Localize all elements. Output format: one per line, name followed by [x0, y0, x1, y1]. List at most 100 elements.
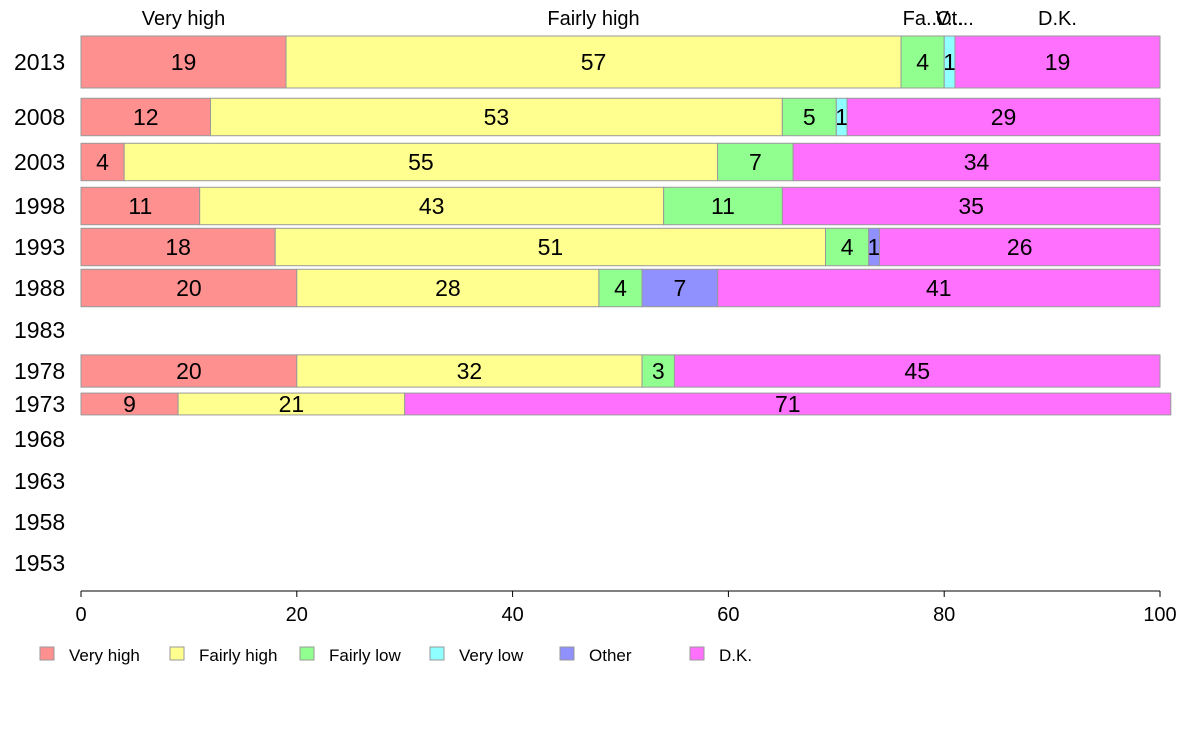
- data-label-1998-d-k: 35: [958, 193, 984, 219]
- data-label-1998-very-high: 11: [128, 193, 152, 219]
- bar-1993-fairly-low: [825, 227, 870, 267]
- bar-2003-d-k: [792, 142, 1161, 182]
- data-label-2003-fairly-high: 55: [408, 149, 434, 175]
- legend-label-other: Other: [589, 646, 632, 665]
- top-label-fairly-low: Fa...: [903, 8, 943, 30]
- bar-1993-fairly-high: [274, 227, 827, 267]
- year-label-1973: 1973: [14, 391, 65, 417]
- x-tick-label-40: 40: [501, 604, 523, 626]
- bar-1978-fairly-low: [641, 354, 675, 388]
- x-tick-label-80: 80: [933, 604, 955, 626]
- top-label-very-low: V...: [936, 8, 964, 30]
- bar-1978-very-high: [80, 354, 298, 388]
- legend: Very high Fairly high Fairly low Very low Ot…: [39, 646, 752, 665]
- data-label-1993-fairly-high: 51: [538, 234, 564, 260]
- year-label-2008: 2008: [14, 104, 65, 130]
- bar-2008-d-k: [846, 97, 1161, 137]
- top-category-labels: Very high Fairly high Fa...V...Ot... D.K.: [142, 8, 1077, 30]
- data-label-2008-fairly-high: 53: [484, 104, 510, 130]
- data-label-1988-fairly-low: 4: [614, 275, 627, 301]
- data-label-1973-d-k: 71: [775, 391, 801, 417]
- data-label-1973-fairly-high: 21: [279, 391, 305, 417]
- data-label-1978-very-high: 20: [176, 358, 202, 384]
- bar-2013-d-k: [954, 35, 1161, 89]
- year-label-2003: 2003: [14, 149, 65, 175]
- legend-swatch-other: [559, 646, 575, 661]
- legend-swatch-fairly-high: [169, 646, 185, 661]
- year-label-1963: 1963: [14, 468, 65, 494]
- data-label-1988-d-k: 41: [926, 275, 952, 301]
- top-label-fairly-high: Fairly high: [547, 8, 639, 30]
- data-label-1988-fairly-high: 28: [435, 275, 461, 301]
- bar-1988-fairly-low: [598, 268, 643, 308]
- top-label-d-k: D.K.: [1038, 8, 1077, 30]
- data-label-1993-very-high: 18: [165, 234, 191, 260]
- data-label-2013-fairly-high: 57: [581, 49, 607, 75]
- x-tick-label-60: 60: [717, 604, 739, 626]
- legend-label-very-high: Very high: [69, 646, 140, 665]
- legend-swatch-d-k: [689, 646, 705, 661]
- bar-2013-very-high: [80, 35, 287, 89]
- data-label-1978-d-k: 45: [904, 358, 930, 384]
- data-label-1993-fairly-low: 4: [841, 234, 854, 260]
- legend-label-d-k: D.K.: [719, 646, 752, 665]
- x-tick-label-0: 0: [75, 604, 86, 626]
- data-label-1978-fairly-low: 3: [652, 358, 665, 384]
- data-label-2003-d-k: 34: [964, 149, 990, 175]
- data-label-1973-very-high: 9: [123, 391, 136, 417]
- year-label-1968: 1968: [14, 426, 65, 452]
- year-labels: 2013 2008 2003 1998 1993 1988 1983 1978 1973 1968…: [14, 49, 65, 576]
- legend-swatch-very-high: [39, 646, 55, 661]
- data-label-2013-very-high: 19: [171, 49, 197, 75]
- legend-swatch-fairly-low: [299, 646, 315, 661]
- bar-1978-d-k: [673, 354, 1161, 388]
- data-label-1988-other: 7: [673, 275, 686, 301]
- x-axis: 0 20 40 60 80 100: [75, 590, 1177, 626]
- bar-2013-fairly-low: [900, 35, 945, 89]
- bar-1988-other: [641, 268, 719, 308]
- bar-2008-fairly-high: [209, 97, 783, 137]
- legend-label-very-low: Very low: [459, 646, 524, 665]
- data-label-2008-d-k: 29: [991, 104, 1017, 130]
- data-label-1993-d-k: 26: [1007, 234, 1033, 260]
- data-label-1998-fairly-high: 43: [419, 193, 445, 219]
- legend-swatch-very-low: [429, 646, 445, 661]
- legend-label-fairly-high: Fairly high: [199, 646, 277, 665]
- data-label-2013-very-low: 1: [943, 49, 956, 75]
- bar-1998-d-k: [781, 186, 1161, 226]
- year-label-1978: 1978: [14, 358, 65, 384]
- top-label-other: Ot...: [936, 8, 974, 30]
- top-label-very-high: Very high: [142, 8, 225, 30]
- year-label-1993: 1993: [14, 234, 65, 260]
- bar-1993-d-k: [878, 227, 1161, 267]
- year-label-1983: 1983: [14, 317, 65, 343]
- year-label-1998: 1998: [14, 193, 65, 219]
- data-label-1993-other: 1: [868, 234, 881, 260]
- data-label-1988-very-high: 20: [176, 275, 202, 301]
- x-tick-label-100: 100: [1143, 604, 1176, 626]
- bar-1988-very-high: [80, 268, 298, 308]
- data-label-2008-very-high: 12: [133, 104, 159, 130]
- bar-1998-fairly-low: [663, 186, 783, 226]
- data-label-1998-fairly-low: 11: [711, 193, 735, 219]
- bar-2003-fairly-high: [123, 142, 719, 182]
- year-label-1958: 1958: [14, 509, 65, 535]
- bar-2003-fairly-low: [717, 142, 794, 182]
- year-label-2013: 2013: [14, 49, 65, 75]
- legend-label-fairly-low: Fairly low: [329, 646, 402, 665]
- bar-1993-very-high: [80, 227, 276, 267]
- year-label-1988: 1988: [14, 275, 65, 301]
- data-label-2008-fairly-low: 5: [803, 104, 816, 130]
- data-label-2013-d-k: 19: [1045, 49, 1071, 75]
- bar-2008-very-high: [80, 97, 211, 137]
- bar-1988-d-k: [717, 268, 1161, 308]
- data-label-2008-very-low: 1: [835, 104, 848, 130]
- bar-1998-very-high: [80, 186, 201, 226]
- data-label-1978-fairly-high: 32: [457, 358, 483, 384]
- bar-1978-fairly-high: [296, 354, 643, 388]
- bar-1998-fairly-high: [199, 186, 665, 226]
- bar-1973-d-k: [404, 392, 1172, 416]
- x-tick-label-20: 20: [286, 604, 308, 626]
- bar-2008-fairly-low: [781, 97, 837, 137]
